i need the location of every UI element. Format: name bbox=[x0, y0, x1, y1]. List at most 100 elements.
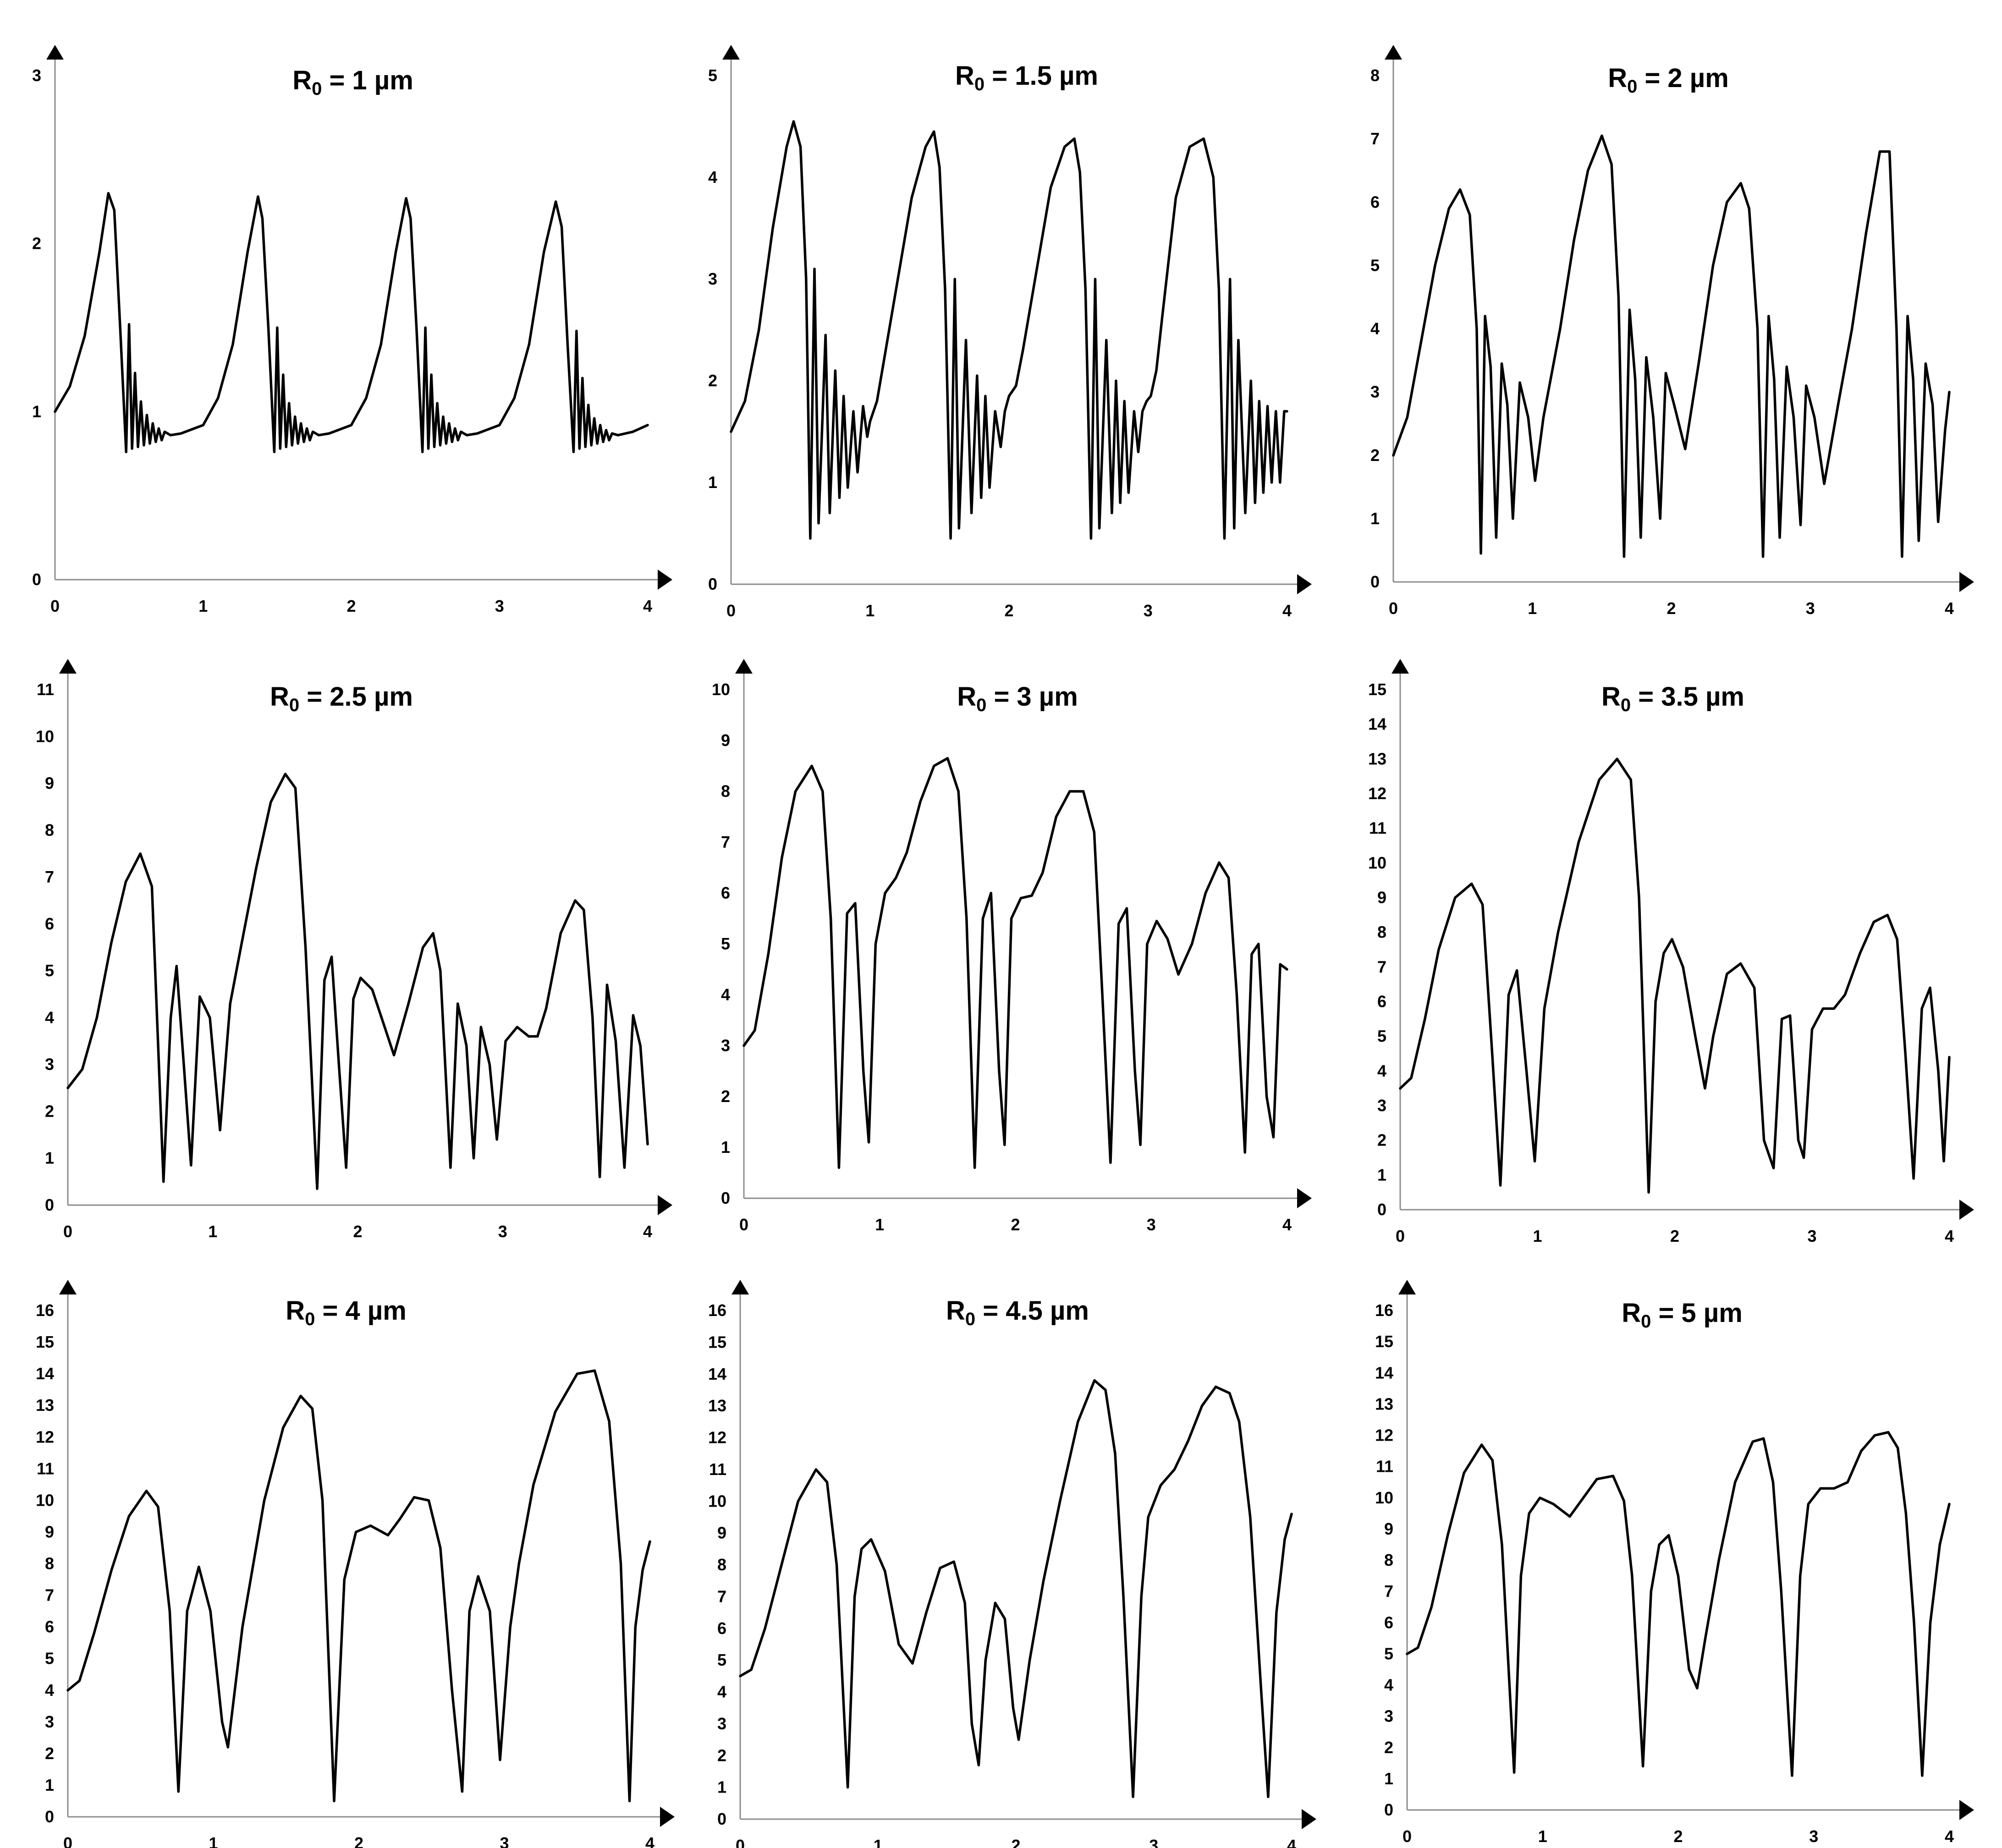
chart-title-lead: R bbox=[1608, 63, 1627, 93]
y-tick-label: 2 bbox=[708, 371, 717, 390]
chart-title: R0 = 3.5 µm bbox=[1601, 682, 1744, 715]
chart-title-subscript: 0 bbox=[1627, 77, 1637, 97]
x-tick-label: 1 bbox=[874, 1836, 883, 1848]
x-tick-label: 2 bbox=[1011, 1215, 1020, 1234]
y-tick-label: 8 bbox=[45, 821, 54, 839]
y-tick-label: 7 bbox=[1384, 1582, 1393, 1601]
y-tick-label: 2 bbox=[32, 234, 41, 253]
y-tick-label: 3 bbox=[708, 269, 717, 288]
x-tick-label: 4 bbox=[1282, 601, 1292, 620]
x-tick-label: 1 bbox=[1538, 1827, 1547, 1846]
y-tick-label: 8 bbox=[1384, 1551, 1393, 1569]
y-tick-label: 16 bbox=[708, 1301, 726, 1320]
chart-title: R0 = 4.5 µm bbox=[946, 1296, 1089, 1329]
x-tick-label: 2 bbox=[1004, 601, 1013, 620]
y-axis-arrow-icon bbox=[1392, 659, 1409, 674]
y-tick-label: 12 bbox=[1368, 784, 1386, 803]
series-line bbox=[54, 192, 649, 454]
chart-title-rest: = 1.5 µm bbox=[984, 61, 1098, 91]
chart-title: R0 = 4 µm bbox=[286, 1296, 407, 1329]
y-tick-label: 5 bbox=[708, 66, 717, 85]
y-tick-label: 10 bbox=[708, 1492, 726, 1510]
x-axis-arrow-icon bbox=[1959, 1800, 1974, 1820]
y-tick-label: 12 bbox=[1375, 1426, 1393, 1445]
chart-title-rest: = 5 µm bbox=[1651, 1298, 1742, 1328]
y-axis-arrow-icon bbox=[722, 45, 740, 60]
y-tick-label: 6 bbox=[45, 914, 54, 933]
x-tick-label: 0 bbox=[1396, 1227, 1405, 1245]
y-axis-arrow-icon bbox=[46, 45, 64, 60]
y-tick-label: 12 bbox=[36, 1427, 54, 1446]
x-tick-label: 2 bbox=[1666, 599, 1676, 618]
y-tick-label: 0 bbox=[717, 1810, 726, 1828]
x-tick-label: 3 bbox=[495, 597, 504, 615]
y-tick-label: 4 bbox=[721, 985, 730, 1004]
x-tick-label: 0 bbox=[63, 1834, 72, 1848]
x-tick-label: 1 bbox=[1528, 599, 1537, 618]
y-tick-label: 9 bbox=[1377, 888, 1386, 907]
chart-title-lead: R bbox=[946, 1296, 965, 1326]
y-tick-label: 3 bbox=[45, 1055, 54, 1074]
y-tick-label: 13 bbox=[36, 1396, 54, 1415]
chart-title: R0 = 5 µm bbox=[1622, 1298, 1743, 1332]
y-tick-label: 2 bbox=[45, 1744, 54, 1763]
y-tick-label: 12 bbox=[708, 1428, 726, 1447]
y-tick-label: 5 bbox=[45, 1649, 54, 1668]
y-tick-label: 11 bbox=[37, 680, 54, 699]
y-tick-label: 4 bbox=[45, 1681, 54, 1700]
y-axis-arrow-icon bbox=[735, 659, 753, 674]
y-axis-arrow-icon bbox=[59, 659, 77, 674]
y-tick-label: 5 bbox=[721, 934, 730, 953]
y-tick-label: 8 bbox=[1370, 66, 1380, 85]
y-tick-label: 4 bbox=[1377, 1061, 1386, 1080]
y-tick-label: 10 bbox=[36, 1491, 54, 1509]
chart-title-subscript: 0 bbox=[976, 695, 986, 715]
y-tick-label: 15 bbox=[1368, 680, 1386, 699]
y-tick-label: 13 bbox=[1375, 1394, 1393, 1413]
y-tick-label: 7 bbox=[1370, 129, 1380, 148]
y-tick-label: 6 bbox=[721, 883, 730, 902]
y-tick-label: 2 bbox=[45, 1102, 54, 1120]
y-tick-label: 14 bbox=[708, 1365, 726, 1383]
x-tick-label: 3 bbox=[500, 1834, 509, 1848]
y-axis-arrow-icon bbox=[1398, 1280, 1416, 1294]
x-tick-label: 3 bbox=[498, 1222, 507, 1241]
y-tick-label: 10 bbox=[36, 727, 54, 746]
y-tick-label: 2 bbox=[1384, 1738, 1393, 1757]
chart-title-subscript: 0 bbox=[312, 79, 322, 99]
chart-title: R0 = 3 µm bbox=[957, 682, 1078, 715]
x-tick-label: 0 bbox=[50, 597, 60, 615]
y-tick-label: 1 bbox=[717, 1778, 726, 1797]
x-tick-label: 4 bbox=[643, 1222, 652, 1241]
chart-title: R0 = 2.5 µm bbox=[270, 682, 413, 715]
series-line bbox=[1399, 757, 1951, 1194]
y-tick-label: 7 bbox=[45, 1586, 54, 1605]
y-tick-label: 5 bbox=[717, 1651, 726, 1669]
y-tick-label: 1 bbox=[708, 473, 717, 492]
x-tick-label: 3 bbox=[1144, 601, 1153, 620]
x-tick-label: 0 bbox=[1389, 599, 1398, 618]
x-axis-arrow-icon bbox=[1959, 1200, 1974, 1220]
y-tick-label: 11 bbox=[709, 1460, 726, 1479]
y-tick-label: 2 bbox=[721, 1087, 730, 1106]
series-line bbox=[739, 1379, 1293, 1799]
y-tick-label: 3 bbox=[1377, 1096, 1386, 1115]
x-tick-label: 1 bbox=[208, 1222, 217, 1241]
y-tick-label: 5 bbox=[1384, 1644, 1393, 1663]
series-line bbox=[742, 757, 1288, 1169]
x-tick-label: 2 bbox=[1011, 1836, 1020, 1848]
series-line bbox=[730, 120, 1288, 540]
y-tick-label: 3 bbox=[1384, 1707, 1393, 1726]
y-tick-label: 8 bbox=[717, 1555, 726, 1574]
y-tick-label: 0 bbox=[721, 1189, 730, 1207]
y-tick-label: 5 bbox=[45, 961, 54, 980]
series-line bbox=[1406, 1431, 1951, 1777]
x-tick-label: 2 bbox=[346, 597, 356, 615]
y-axis-arrow-icon bbox=[59, 1280, 77, 1294]
x-tick-label: 3 bbox=[1807, 1227, 1816, 1245]
chart-title-subscript: 0 bbox=[1621, 695, 1631, 715]
chart-title-lead: R bbox=[292, 66, 312, 95]
